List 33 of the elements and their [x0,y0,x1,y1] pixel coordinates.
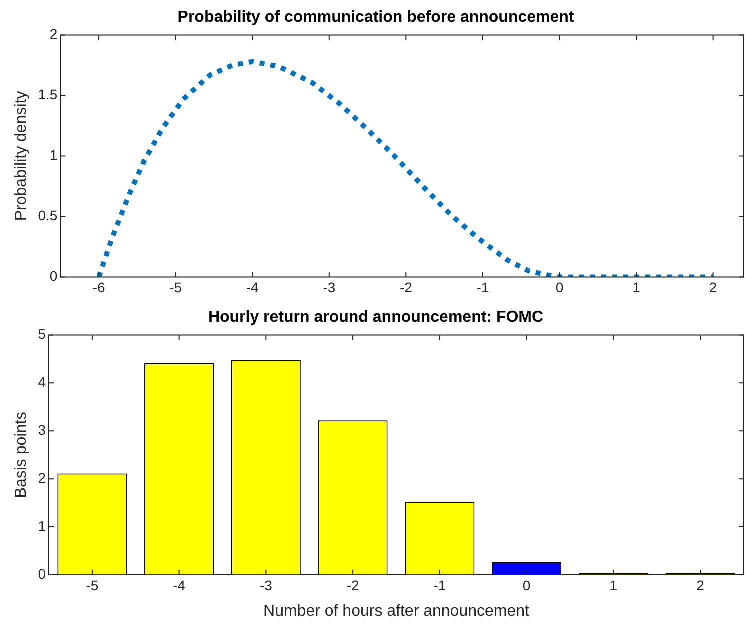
x-tick-label: -1 [476,279,490,296]
y-tick-label: 1 [38,518,46,534]
y-tick-label: 0 [50,268,58,284]
x-tick-label: 1 [610,577,618,594]
x-tick-label: -3 [260,577,273,594]
y-tick-label: 0.5 [38,208,58,224]
x-tick-label: -4 [246,279,260,296]
x-tick-label: -4 [173,577,186,594]
x-tick-label: -5 [170,279,182,296]
x-tick-label: 2 [709,279,718,296]
y-tick-label: 2 [38,470,46,486]
y-tick-label: 3 [38,422,46,438]
y-tick-label: 1 [50,147,58,164]
y-axis-title: Basis points [13,412,30,498]
chart-title: Hourly return around announcement: FOMC [208,309,544,326]
x-tick-label: 1 [632,279,641,296]
x-tick-label: -5 [86,577,99,594]
x-tick-label: -2 [346,577,360,594]
x-tick-label: -1 [434,577,446,594]
y-tick-label: 1.5 [38,86,58,103]
x-axis-title: Number of hours after announcement [264,602,530,620]
x-tick-label: 0 [556,279,564,296]
y-tick-label: 5 [38,326,46,342]
x-tick-label: 2 [696,577,705,594]
y-tick-label: 2 [50,26,58,42]
x-tick-label: -6 [92,279,106,296]
x-tick-label: -3 [323,279,336,296]
x-tick-label: 0 [522,577,531,594]
chart-title: Probability of communication before announcement [178,9,575,26]
x-tick-label: -2 [400,279,413,296]
y-tick-label: 4 [38,374,46,390]
y-axis-title: Probability density [13,91,30,222]
y-tick-label: 0 [38,566,46,582]
